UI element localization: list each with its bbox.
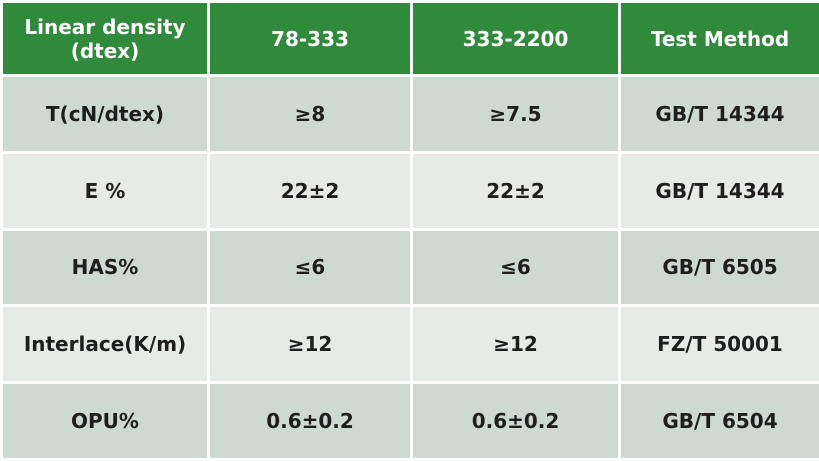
table-row: Interlace(K/m) ≥12 ≥12 FZ/T 50001 (0, 304, 819, 385)
table-cell: FZ/T 50001 (618, 304, 819, 385)
table-cell: 0.6±0.2 (410, 381, 621, 461)
table-cell: Interlace(K/m) (0, 304, 210, 385)
table-cell: E % (0, 150, 210, 231)
header-cell: Test Method (618, 0, 819, 77)
table-cell: T(cN/dtex) (0, 74, 210, 154)
table-cell: ≤6 (410, 227, 621, 308)
table-cell: GB/T 6505 (618, 227, 819, 308)
table-cell: GB/T 14344 (618, 150, 819, 231)
table-row: E % 22±2 22±2 GB/T 14344 (0, 150, 819, 231)
table-row: OPU% 0.6±0.2 0.6±0.2 GB/T 6504 (0, 381, 819, 461)
header-cell: 78-333 (207, 0, 413, 77)
header-cell: Linear density (dtex) (0, 0, 210, 77)
table-cell: ≥7.5 (410, 74, 621, 154)
table-cell: 22±2 (410, 150, 621, 231)
table-cell: GB/T 6504 (618, 381, 819, 461)
table-cell: 22±2 (207, 150, 413, 231)
table-cell: ≤6 (207, 227, 413, 308)
table-cell: ≥12 (410, 304, 621, 385)
table-row: HAS% ≤6 ≤6 GB/T 6505 (0, 227, 819, 308)
table-row: T(cN/dtex) ≥8 ≥7.5 GB/T 14344 (0, 74, 819, 154)
header-row: Linear density (dtex) 78-333 333-2200 Test … (0, 0, 819, 77)
table-cell: 0.6±0.2 (207, 381, 413, 461)
header-cell: 333-2200 (410, 0, 621, 77)
table-body: T(cN/dtex) ≥8 ≥7.5 GB/T 14344 E % 22±2 22±2 GB/… (0, 74, 819, 461)
table-cell: ≥8 (207, 74, 413, 154)
table-cell: ≥12 (207, 304, 413, 385)
table-cell: GB/T 14344 (618, 74, 819, 154)
table-cell: OPU% (0, 381, 210, 461)
table-cell: HAS% (0, 227, 210, 308)
